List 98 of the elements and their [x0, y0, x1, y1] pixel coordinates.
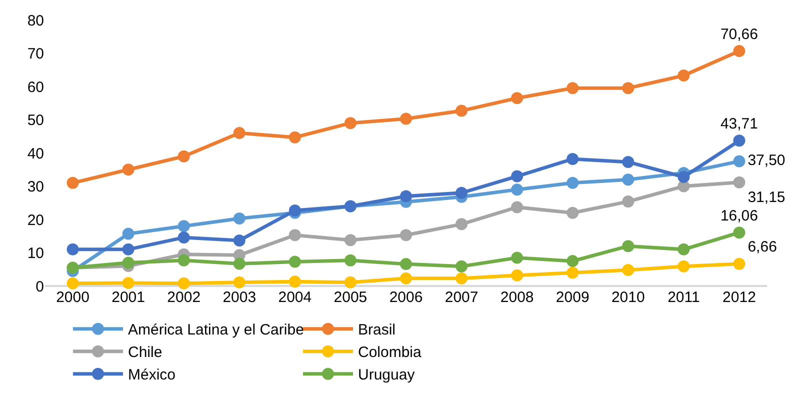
x-tick-label: 2011 — [668, 289, 700, 306]
point — [178, 220, 190, 232]
point — [288, 276, 301, 288]
point — [456, 260, 468, 272]
point — [456, 104, 468, 117]
point — [288, 256, 301, 268]
point — [233, 258, 246, 270]
point — [400, 229, 412, 242]
data-label: 16,06 — [720, 207, 758, 224]
data-label: 43,71 — [720, 115, 758, 132]
point — [733, 45, 746, 58]
point — [344, 234, 356, 246]
point — [622, 264, 634, 276]
point — [733, 258, 746, 270]
point — [678, 260, 690, 272]
point — [678, 70, 690, 82]
x-tick-label: 2002 — [167, 289, 201, 306]
point — [400, 112, 412, 125]
point — [566, 82, 579, 94]
data-label: 70,66 — [720, 26, 758, 43]
point — [733, 134, 746, 147]
point — [511, 201, 524, 214]
point — [566, 152, 579, 165]
point — [678, 243, 690, 256]
x-tick-label: 2000 — [56, 289, 90, 306]
point — [622, 196, 634, 208]
y-tick-label: 20 — [27, 212, 44, 229]
point — [122, 256, 134, 269]
y-tick-label: 60 — [27, 78, 44, 96]
point — [733, 176, 746, 188]
legend-label: Uruguay — [358, 366, 416, 384]
point — [733, 226, 746, 239]
point — [733, 155, 746, 168]
point — [344, 276, 356, 288]
x-tick-label: 2007 — [444, 289, 478, 306]
point — [233, 212, 246, 224]
x-tick-label: 2010 — [611, 289, 645, 306]
x-tick-label: 2003 — [222, 289, 256, 306]
y-tick-label: 80 — [27, 12, 44, 30]
y-tick-label: 70 — [27, 46, 44, 62]
point — [456, 186, 468, 199]
point — [400, 258, 412, 270]
y-tick-label: 50 — [27, 112, 44, 129]
point — [66, 176, 79, 189]
point — [566, 176, 579, 189]
point — [122, 277, 134, 290]
point — [566, 206, 579, 219]
point — [400, 190, 412, 202]
point — [511, 92, 524, 104]
x-tick-label: 2009 — [556, 289, 590, 306]
x-tick-label: 2005 — [334, 289, 368, 306]
point — [511, 252, 524, 264]
point — [566, 266, 579, 279]
point — [178, 150, 190, 162]
point — [178, 231, 190, 244]
point — [622, 240, 634, 252]
point — [288, 131, 301, 144]
point — [233, 127, 246, 140]
data-label: 6,66 — [748, 238, 777, 256]
point — [122, 164, 134, 176]
point — [511, 170, 524, 182]
x-tick-label: 2006 — [389, 289, 423, 306]
point — [622, 82, 634, 94]
point — [288, 229, 301, 242]
y-tick-label: 0 — [36, 278, 44, 296]
y-tick-label: 40 — [27, 145, 44, 162]
point — [66, 243, 79, 256]
legend-label: Brasil — [358, 322, 396, 339]
legend-label: Colombia — [358, 344, 422, 362]
point — [400, 272, 412, 284]
legend-label: América Latina y el Caribe — [128, 322, 304, 339]
data-label: 31,15 — [748, 189, 786, 206]
point — [511, 269, 524, 282]
point — [122, 228, 134, 240]
x-tick-label: 2001 — [112, 289, 145, 306]
point — [66, 277, 79, 290]
point — [344, 254, 356, 266]
point — [233, 276, 246, 288]
x-tick-label: 2004 — [278, 289, 312, 306]
x-tick-label: 2008 — [500, 289, 534, 306]
y-tick-label: 30 — [27, 178, 44, 196]
point — [344, 117, 356, 130]
point — [622, 156, 634, 168]
legend-label: Chile — [128, 344, 162, 362]
point — [511, 184, 524, 196]
data-label: 37,50 — [748, 152, 786, 170]
point — [233, 234, 246, 246]
point — [122, 243, 134, 256]
point — [566, 255, 579, 268]
legend-label: México — [128, 366, 176, 384]
point — [456, 272, 468, 284]
point — [178, 277, 190, 290]
point — [178, 254, 190, 266]
x-tick-label: 2012 — [722, 289, 756, 306]
point — [622, 174, 634, 186]
point — [678, 170, 690, 183]
y-tick-label: 10 — [27, 245, 44, 262]
point — [456, 218, 468, 230]
